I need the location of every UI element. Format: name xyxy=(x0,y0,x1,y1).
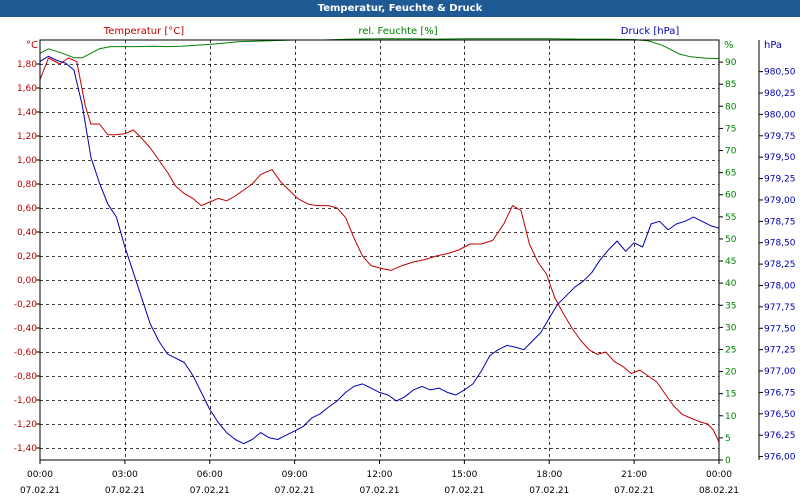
temperature-tick-label: -0,60 xyxy=(14,348,38,358)
date-tick-label: 07.02.21 xyxy=(444,486,484,496)
temperature-tick-label: -1,00 xyxy=(14,396,38,406)
pressure-tick-label: 977,75 xyxy=(764,303,796,313)
pressure-unit-label: hPa xyxy=(764,40,782,51)
date-tick-label: 07.02.21 xyxy=(614,486,654,496)
temperature-tick-label: 0,80 xyxy=(17,180,37,190)
pressure-tick-label: 977,25 xyxy=(764,346,796,356)
humidity-tick-label: 10 xyxy=(725,412,737,422)
chart-title: Temperatur, Feuchte & Druck xyxy=(0,0,800,17)
pressure-tick-label: 978,00 xyxy=(764,281,796,291)
temperature-series-line xyxy=(39,57,720,443)
pressure-tick-label: 978,75 xyxy=(764,217,796,227)
humidity-tick-label: 35 xyxy=(725,301,736,311)
humidity-tick-label: 55 xyxy=(725,213,736,223)
date-tick-label: 07.02.21 xyxy=(275,486,315,496)
pressure-tick-label: 976,25 xyxy=(764,431,796,441)
temperature-tick-label: 0,40 xyxy=(17,228,37,238)
plot-background xyxy=(40,40,719,460)
date-tick-label: 07.02.21 xyxy=(529,486,569,496)
pressure-tick-label: 980,00 xyxy=(764,110,796,120)
temperature-unit-label: °C xyxy=(26,40,38,51)
humidity-tick-label: 50 xyxy=(725,235,737,245)
temperature-tick-label: 0,20 xyxy=(17,252,37,262)
time-tick-label: 09:00 xyxy=(282,470,308,480)
humidity-tick-label: 15 xyxy=(725,390,736,400)
temperature-tick-label: 1,80 xyxy=(17,60,37,70)
humidity-tick-label: 85 xyxy=(725,80,736,90)
date-tick-label: 07.02.21 xyxy=(190,486,230,496)
pressure-tick-label: 979,50 xyxy=(764,153,796,163)
pressure-series-line xyxy=(39,55,720,445)
humidity-tick-label: 60 xyxy=(725,191,737,201)
pressure-tick-label: 976,00 xyxy=(764,453,796,463)
time-tick-label: 12:00 xyxy=(367,470,393,480)
temperature-tick-label: -0,80 xyxy=(14,372,38,382)
time-tick-label: 15:00 xyxy=(451,470,477,480)
time-tick-label: 21:00 xyxy=(621,470,647,480)
temperature-tick-label: -1,20 xyxy=(14,420,38,430)
pressure-tick-label: 976,75 xyxy=(764,388,796,398)
pressure-tick-label: 979,75 xyxy=(764,132,796,142)
temperature-tick-label: 1,20 xyxy=(17,132,37,142)
humidity-tick-label: 5 xyxy=(725,434,731,444)
temperature-tick-label: 1,00 xyxy=(17,156,37,166)
pressure-tick-label: 978,25 xyxy=(764,260,796,270)
temperature-axis-label: Temperatur [°C] xyxy=(103,26,184,37)
time-tick-label: 03:00 xyxy=(112,470,138,480)
pressure-axis: 980,50 980,25 980,00 979,75 979,50 979,25 979,… xyxy=(758,40,796,463)
time-axis: 00:00 07.02.21 03:00 07.02.21 06:00 07.02.21 0… xyxy=(20,460,739,496)
humidity-tick-label: 80 xyxy=(725,102,737,112)
pressure-axis-label: Druck [hPa] xyxy=(621,26,680,37)
humidity-tick-label: 75 xyxy=(725,124,736,134)
humidity-axis-label: rel. Feuchte [%] xyxy=(358,26,437,37)
humidity-tick-label: 45 xyxy=(725,257,736,267)
time-tick-label: 06:00 xyxy=(197,470,223,480)
humidity-tick-label: 90 xyxy=(725,58,737,68)
humidity-tick-label: 25 xyxy=(725,345,736,355)
pressure-tick-label: 979,25 xyxy=(764,175,796,185)
pressure-tick-label: 976,50 xyxy=(764,410,796,420)
date-tick-label: 07.02.21 xyxy=(359,486,399,496)
humidity-tick-label: 20 xyxy=(725,368,737,378)
humidity-tick-label: 30 xyxy=(725,323,737,333)
pressure-tick-label: 977,50 xyxy=(764,324,796,334)
time-tick-label: 00:00 xyxy=(706,470,732,480)
time-tick-label: 00:00 xyxy=(27,470,53,480)
pressure-tick-label: 980,25 xyxy=(764,89,796,99)
temperature-tick-label: -1,40 xyxy=(14,444,38,454)
pressure-tick-label: 979,00 xyxy=(764,196,796,206)
temperature-tick-label: 0,00 xyxy=(17,276,37,286)
pressure-tick-label: 978,50 xyxy=(764,239,796,249)
temperature-tick-label: 1,60 xyxy=(17,84,37,94)
humidity-tick-label: 65 xyxy=(725,169,736,179)
temperature-axis: 1,80 1,60 1,40 1,20 1,00 0,80 0,60 0,40 0,20 0,00… xyxy=(14,60,40,454)
temperature-tick-label: 1,40 xyxy=(17,108,37,118)
pressure-tick-label: 977,00 xyxy=(764,367,796,377)
date-tick-label: 07.02.21 xyxy=(105,486,145,496)
date-tick-label: 07.02.21 xyxy=(20,486,60,496)
temperature-tick-label: -0,40 xyxy=(14,324,38,334)
humidity-tick-label: 0 xyxy=(725,456,731,466)
temperature-tick-label: 0,60 xyxy=(17,204,37,214)
time-tick-label: 18:00 xyxy=(536,470,562,480)
temperature-tick-label: -0,20 xyxy=(14,300,38,310)
date-tick-label: 08.02.21 xyxy=(699,486,739,496)
humidity-tick-label: 40 xyxy=(725,279,737,289)
humidity-tick-label: 70 xyxy=(725,147,737,157)
humidity-unit-label: % xyxy=(724,40,734,51)
pressure-tick-label: 980,50 xyxy=(764,68,796,78)
